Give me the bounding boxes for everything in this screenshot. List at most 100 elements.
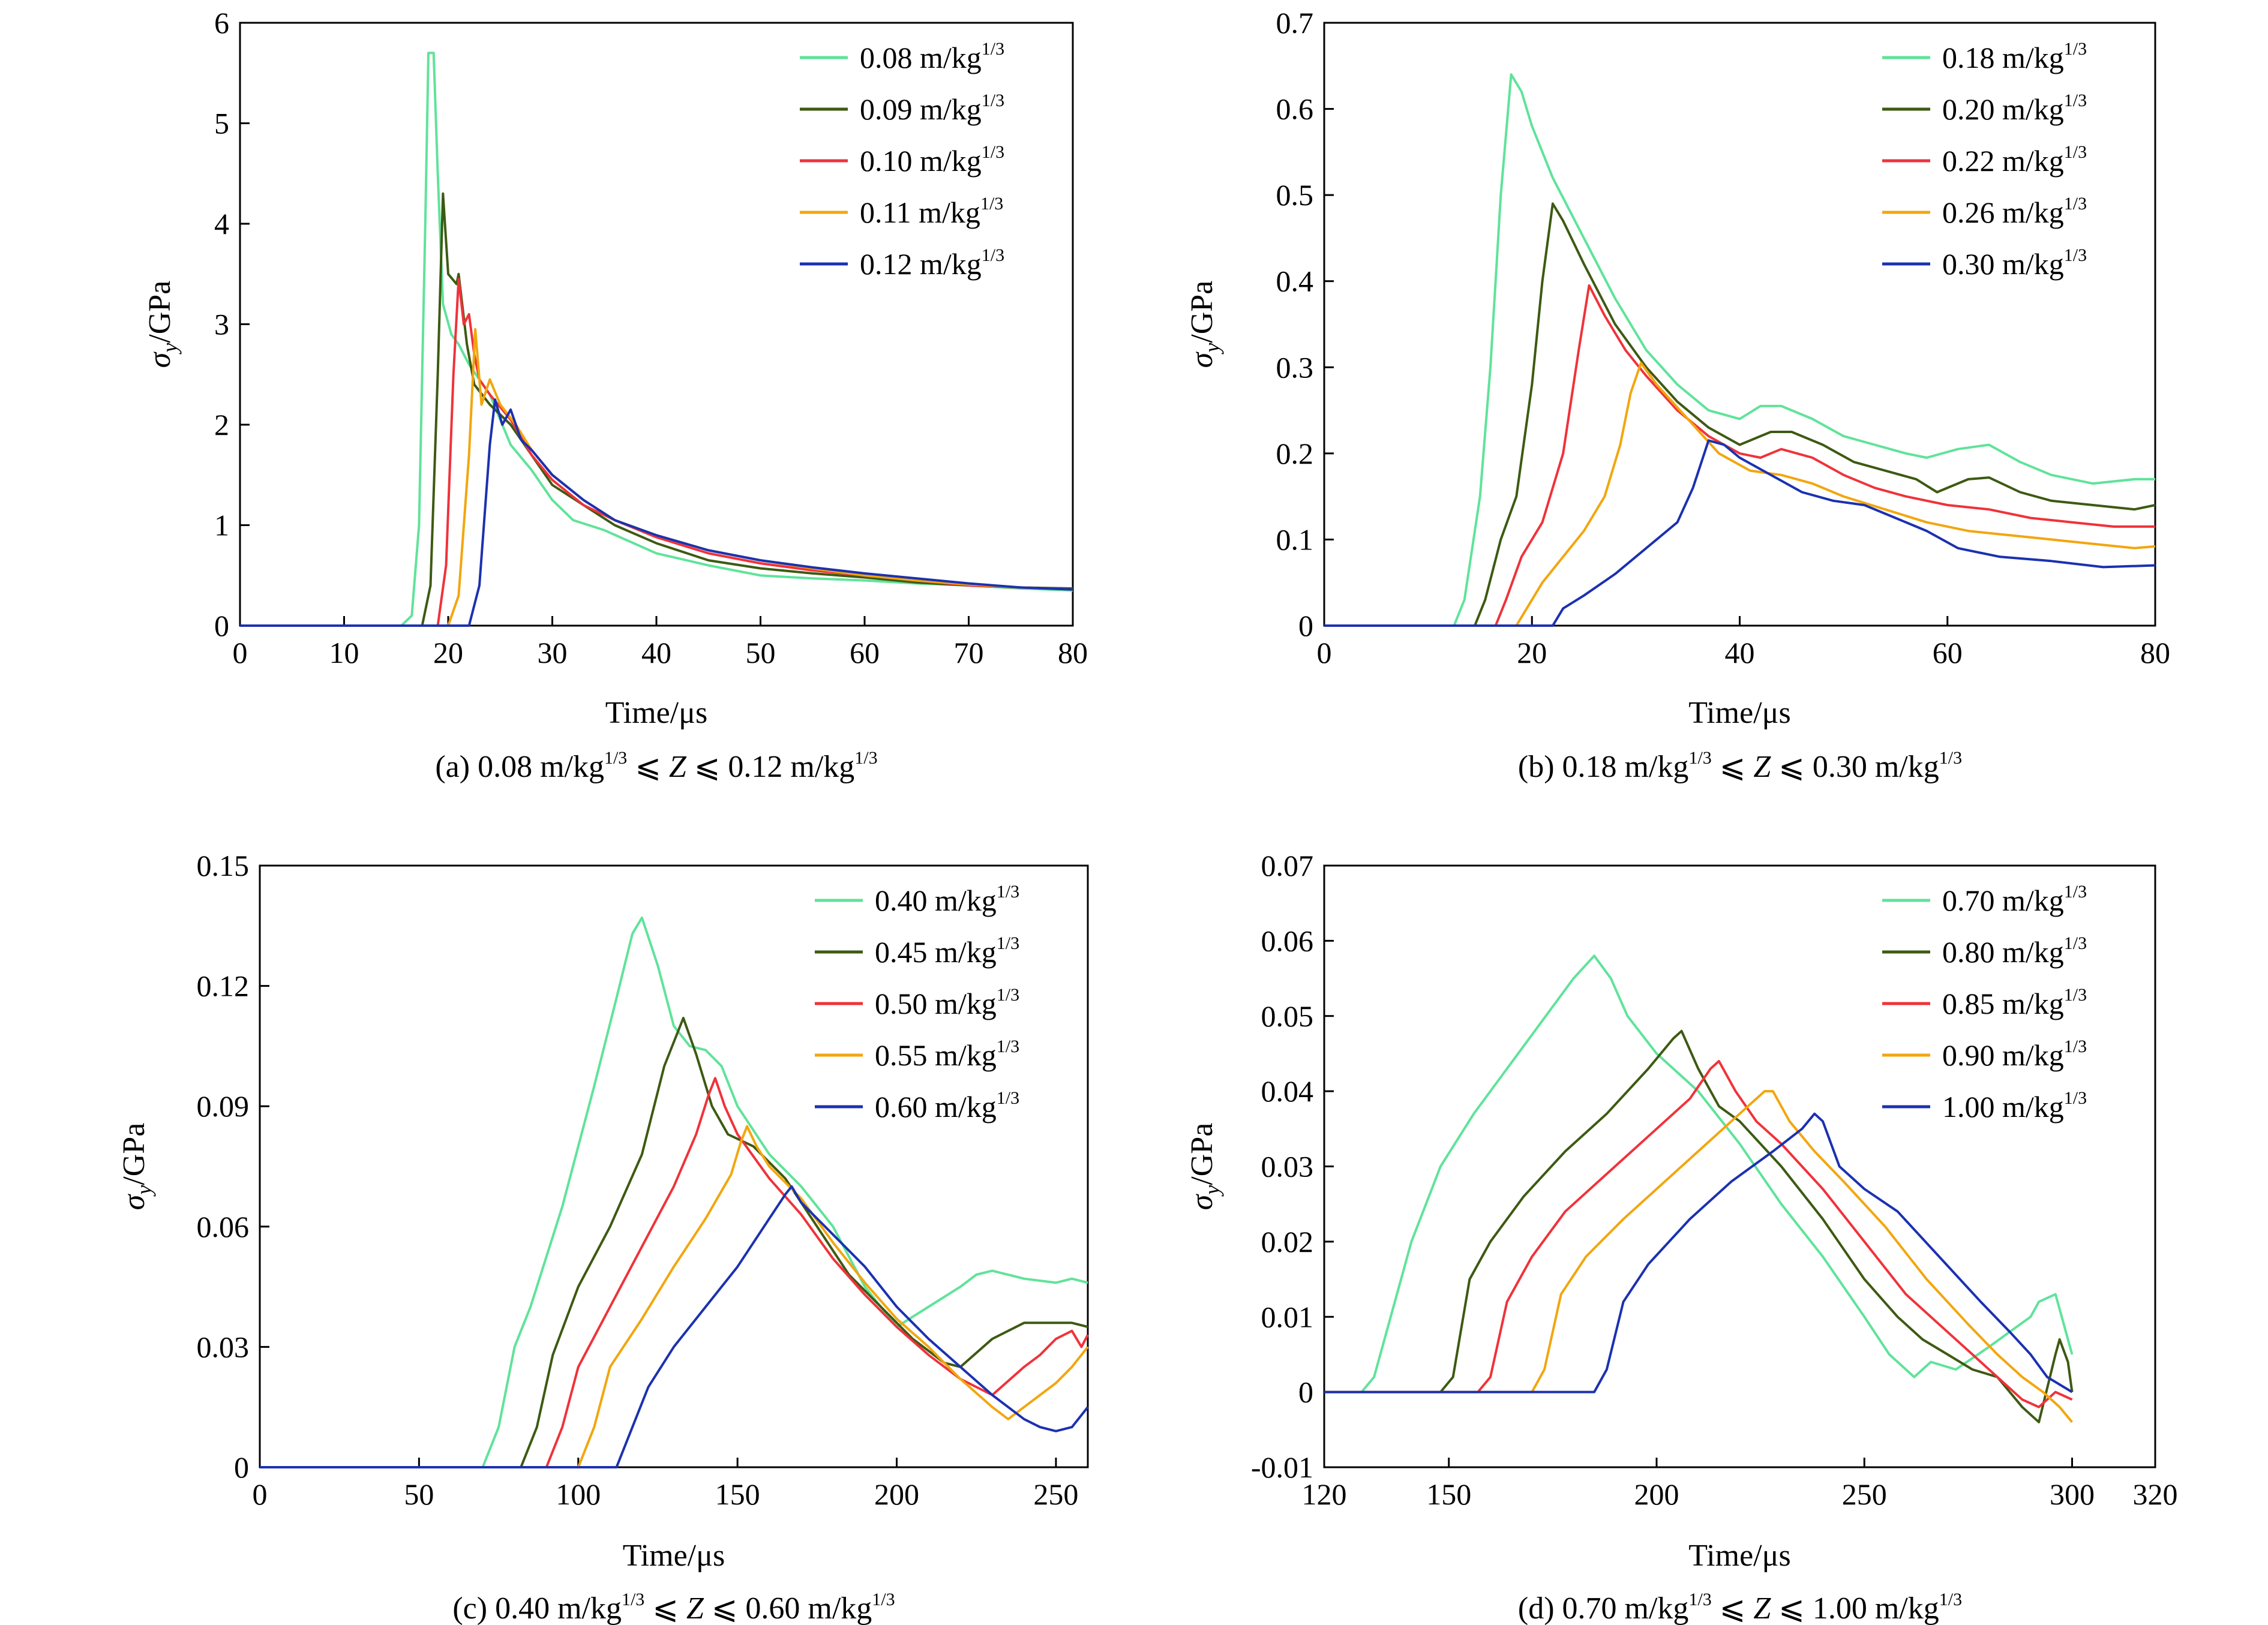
legend-label-5: 0.12 m/kg1/3: [860, 245, 1004, 281]
y-tick-label: 0: [1298, 1375, 1313, 1409]
y-tick-label: 0: [234, 1450, 249, 1484]
series-line-5: [260, 1187, 1088, 1467]
series-line-5: [1324, 440, 2155, 626]
legend-label-1: 0.08 m/kg1/3: [860, 39, 1004, 74]
x-axis-label: Time/μs: [1688, 1539, 1790, 1573]
y-axis-label: σy/GPa: [1185, 1123, 1224, 1211]
x-tick-label: 0: [1317, 636, 1332, 669]
y-tick-label: 0.06: [197, 1210, 250, 1243]
legend-label-2: 0.20 m/kg1/3: [1942, 91, 2087, 126]
legend-label-2: 0.09 m/kg1/3: [860, 91, 1004, 126]
x-axis-label: Time/μs: [605, 696, 707, 730]
x-tick-label: 0: [253, 1477, 268, 1511]
series-line-5: [1324, 1114, 2072, 1392]
legend-label-2: 0.80 m/kg1/3: [1942, 933, 2087, 969]
panel-caption: (d) 0.70 m/kg1/3 ⩽ Z ⩽ 1.00 m/kg1/3: [1518, 1590, 1962, 1625]
y-tick-label: 0.7: [1276, 6, 1314, 40]
x-tick-label: 60: [850, 636, 880, 669]
chart-panel-2: 0 20 40 60 80 0 0.1 0.2 0.3 0.4 0.5 0.6 0.7 Time/μs σy…: [1185, 6, 2170, 784]
chart-panel-4: 120 150 200 250 300 320 -0.01 0 0.01 0.02 0.03 0.04…: [1185, 849, 2178, 1625]
x-tick-label: 10: [329, 636, 359, 669]
legend-label-1: 0.40 m/kg1/3: [875, 882, 1019, 917]
x-tick-label: 100: [556, 1477, 601, 1511]
y-tick-label: 0.5: [1276, 178, 1314, 212]
legend-label-5: 0.30 m/kg1/3: [1942, 245, 2087, 281]
x-tick-label: 150: [715, 1477, 760, 1511]
chart-panel-3: 0 50 100 150 200 250 0 0.03 0.06 0.09 0.12 0.15 Time…: [117, 849, 1088, 1625]
y-tick-label: 2: [214, 408, 229, 441]
panel-caption: (c) 0.40 m/kg1/3 ⩽ Z ⩽ 0.60 m/kg1/3: [452, 1590, 895, 1625]
y-tick-label: 0.01: [1261, 1300, 1314, 1333]
chart-panel-1: 0 10 20 30 40 50 60 70 80 0 1 2 3 4 5 6 Time/μs σy/GPa 0.0…: [143, 6, 1088, 784]
series-line-5: [240, 400, 1073, 626]
y-tick-label: 0.03: [1261, 1150, 1314, 1184]
y-tick-label: 0.06: [1261, 924, 1314, 957]
y-tick-label: 0.02: [1261, 1225, 1314, 1258]
x-axis-label: Time/μs: [1688, 696, 1790, 730]
x-axis-label: Time/μs: [623, 1539, 725, 1573]
legend-label-3: 0.85 m/kg1/3: [1942, 985, 2087, 1020]
x-tick-label: 200: [1634, 1477, 1679, 1511]
x-tick-label: 200: [874, 1477, 919, 1511]
y-tick-label: 0.4: [1276, 265, 1314, 298]
legend-label-5: 1.00 m/kg1/3: [1942, 1088, 2087, 1124]
y-tick-label: 0.6: [1276, 92, 1314, 126]
series-line-3: [260, 1078, 1088, 1467]
series-line-4: [260, 1127, 1088, 1467]
y-axis-label: σy/GPa: [117, 1123, 156, 1211]
legend-label-1: 0.18 m/kg1/3: [1942, 39, 2087, 74]
legend-label-2: 0.45 m/kg1/3: [875, 933, 1019, 969]
x-tick-label: 320: [2133, 1477, 2178, 1511]
x-tick-label: 250: [1033, 1477, 1078, 1511]
panel-caption: (b) 0.18 m/kg1/3 ⩽ Z ⩽ 0.30 m/kg1/3: [1518, 748, 1962, 784]
y-tick-label: 0.15: [197, 849, 250, 882]
legend-label-5: 0.60 m/kg1/3: [875, 1088, 1019, 1124]
x-tick-label: 250: [1842, 1477, 1887, 1511]
figure-canvas: 0 10 20 30 40 50 60 70 80 0 1 2 3 4 5 6 Time/μs σy/GPa 0.0…: [0, 0, 2268, 1625]
series-line-3: [240, 279, 1073, 626]
y-axis-label: σy/GPa: [143, 281, 182, 368]
x-tick-label: 30: [538, 636, 568, 669]
x-tick-label: 20: [433, 636, 463, 669]
legend-label-1: 0.70 m/kg1/3: [1942, 882, 2087, 917]
x-tick-label: 150: [1426, 1477, 1471, 1511]
y-tick-label: -0.01: [1251, 1450, 1313, 1484]
y-tick-label: 0.03: [197, 1330, 250, 1363]
y-tick-label: 0.3: [1276, 350, 1314, 384]
legend-label-3: 0.50 m/kg1/3: [875, 985, 1019, 1020]
y-tick-label: 3: [214, 308, 229, 341]
y-tick-label: 4: [214, 207, 229, 241]
series-line-2: [260, 1018, 1088, 1467]
y-tick-label: 0.09: [197, 1089, 250, 1123]
x-tick-label: 80: [1058, 636, 1088, 669]
y-tick-label: 6: [214, 6, 229, 40]
y-tick-label: 0.12: [197, 969, 250, 1003]
y-tick-label: 0.2: [1276, 437, 1314, 470]
legend-label-4: 0.90 m/kg1/3: [1942, 1037, 2087, 1072]
x-tick-label: 50: [746, 636, 776, 669]
y-tick-label: 0: [214, 609, 229, 642]
y-tick-label: 5: [214, 107, 229, 140]
legend-label-4: 0.11 m/kg1/3: [860, 194, 1003, 229]
x-tick-label: 50: [404, 1477, 434, 1511]
y-axis-label: σy/GPa: [1185, 281, 1224, 368]
x-tick-label: 300: [2050, 1477, 2095, 1511]
x-tick-label: 70: [954, 636, 984, 669]
y-tick-label: 0.04: [1261, 1074, 1314, 1108]
y-tick-label: 0.05: [1261, 999, 1314, 1033]
series-line-3: [1324, 286, 2155, 626]
y-tick-label: 1: [214, 509, 229, 542]
series-line-1: [1324, 956, 2072, 1392]
x-tick-label: 60: [1933, 636, 1963, 669]
x-tick-label: 40: [1725, 636, 1755, 669]
legend-label-4: 0.55 m/kg1/3: [875, 1037, 1019, 1072]
y-tick-label: 0.07: [1261, 849, 1314, 882]
legend-label-4: 0.26 m/kg1/3: [1942, 194, 2087, 229]
x-tick-label: 20: [1517, 636, 1547, 669]
legend-label-3: 0.22 m/kg1/3: [1942, 142, 2087, 178]
legend-label-3: 0.10 m/kg1/3: [860, 142, 1004, 178]
x-tick-label: 80: [2140, 636, 2170, 669]
y-tick-label: 0.1: [1276, 522, 1314, 556]
series-line-1: [240, 53, 1073, 626]
y-tick-label: 0: [1298, 609, 1313, 642]
